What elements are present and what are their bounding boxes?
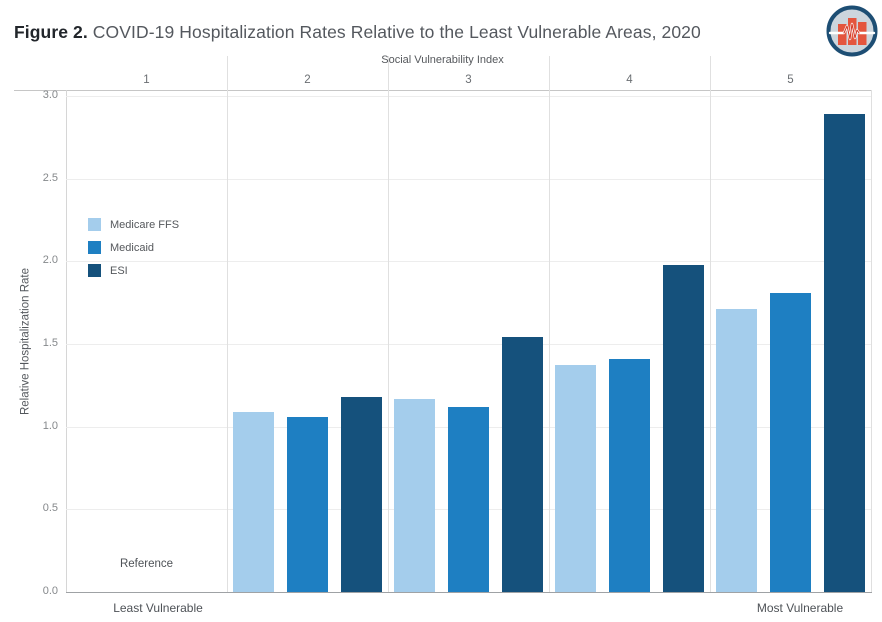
bar-esi-svi-5[interactable] [824,114,865,592]
bar-medicare-ffs-svi-2[interactable] [233,412,274,592]
gridline-1.5 [66,344,871,345]
y-tick-label-2.5: 2.5 [42,172,58,184]
legend-swatch-icon [88,264,101,277]
y-tick-label-1.5: 1.5 [42,337,58,349]
x-axis-line [66,592,872,593]
reference-label: Reference [119,558,174,570]
plot-top-border [14,90,871,91]
x-axis-right-label: Most Vulnerable [756,601,844,615]
y-axis-line [66,90,67,592]
gridline-3.0 [66,96,871,97]
pulse-bar-chart-logo-icon [826,5,878,57]
column-label-svi-5: 5 [787,74,794,86]
y-tick-label-1.0: 1.0 [42,420,58,432]
plot-right-border [871,90,872,592]
plot-area [66,90,871,592]
pane-divider [549,56,550,592]
legend-item-esi[interactable]: ESI [88,264,179,277]
figure-title-text: COVID-19 Hospitalization Rates Relative … [87,22,701,42]
bar-medicaid-svi-4[interactable] [609,359,650,592]
legend-item-medicare-ffs[interactable]: Medicare FFS [88,218,179,231]
column-label-svi-2: 2 [304,74,311,86]
bar-esi-svi-3[interactable] [502,337,543,592]
legend: Medicare FFS Medicaid ESI [88,218,179,287]
column-header-title: Social Vulnerability Index [381,54,504,66]
pane-divider [710,56,711,592]
bar-esi-svi-2[interactable] [341,397,382,592]
legend-swatch-icon [88,218,101,231]
column-header-row: 1 2 3 4 5 [66,71,871,90]
gridline-2.5 [66,179,871,180]
bar-medicaid-svi-5[interactable] [770,293,811,592]
y-tick-label-2.0: 2.0 [42,254,58,266]
bar-medicaid-svi-2[interactable] [287,417,328,592]
bar-esi-svi-4[interactable] [663,265,704,592]
legend-label: Medicaid [110,241,155,254]
pane-divider [227,56,228,592]
column-label-svi-4: 4 [626,74,633,86]
y-tick-label-0.0: 0.0 [42,585,58,597]
y-tick-label-3.0: 3.0 [42,89,58,101]
bar-medicare-ffs-svi-5[interactable] [716,309,757,592]
figure-number: Figure 2. [14,22,88,42]
legend-label: ESI [110,264,128,277]
legend-label: Medicare FFS [110,218,180,231]
pane-divider [388,56,389,592]
gridline-2.0 [66,261,871,262]
bar-medicare-ffs-svi-4[interactable] [555,365,596,592]
bar-medicaid-svi-3[interactable] [448,407,489,592]
y-tick-label-0.5: 0.5 [42,502,58,514]
figure-title: Figure 2. COVID-19 Hospitalization Rates… [14,22,701,43]
x-axis-left-label: Least Vulnerable [113,601,203,615]
legend-item-medicaid[interactable]: Medicaid [88,241,179,254]
column-label-svi-3: 3 [465,74,472,86]
column-label-svi-1: 1 [143,74,150,86]
bar-medicare-ffs-svi-3[interactable] [394,399,435,592]
legend-swatch-icon [88,241,101,254]
